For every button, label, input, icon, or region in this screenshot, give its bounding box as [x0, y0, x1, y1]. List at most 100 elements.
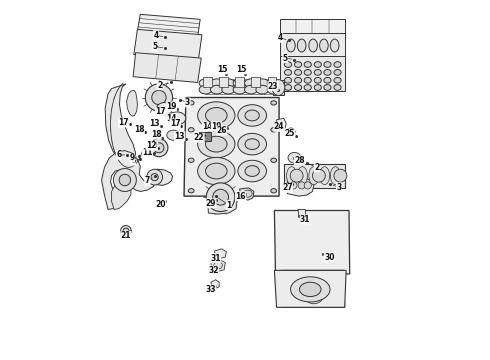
Ellipse shape: [294, 62, 302, 67]
Bar: [199, 132, 211, 140]
Ellipse shape: [304, 62, 311, 67]
Ellipse shape: [152, 90, 166, 105]
Text: 25: 25: [285, 129, 295, 138]
Text: 19: 19: [211, 122, 221, 131]
Ellipse shape: [304, 182, 311, 189]
Ellipse shape: [304, 85, 311, 90]
Text: 29: 29: [206, 199, 216, 208]
Text: 7: 7: [145, 176, 150, 185]
Bar: [235, 77, 244, 87]
Ellipse shape: [334, 69, 341, 75]
Ellipse shape: [297, 167, 307, 185]
Ellipse shape: [267, 85, 280, 94]
Polygon shape: [280, 19, 344, 35]
Ellipse shape: [121, 226, 131, 236]
Text: 14: 14: [166, 114, 177, 123]
Polygon shape: [184, 98, 279, 196]
Ellipse shape: [287, 39, 295, 52]
Ellipse shape: [113, 168, 136, 192]
Ellipse shape: [233, 85, 246, 94]
Ellipse shape: [314, 85, 321, 90]
Polygon shape: [274, 211, 350, 274]
Text: 21: 21: [121, 231, 131, 240]
Text: 18: 18: [151, 130, 161, 139]
Polygon shape: [280, 56, 345, 91]
Ellipse shape: [222, 79, 235, 87]
Bar: [219, 77, 228, 87]
Ellipse shape: [313, 169, 325, 182]
Text: 3: 3: [185, 98, 190, 107]
Ellipse shape: [285, 77, 292, 83]
Ellipse shape: [324, 62, 331, 67]
Ellipse shape: [256, 85, 269, 94]
Ellipse shape: [297, 39, 306, 52]
Ellipse shape: [285, 85, 292, 90]
Text: 31: 31: [300, 215, 311, 224]
Ellipse shape: [304, 69, 311, 75]
Ellipse shape: [156, 103, 172, 116]
Text: 20: 20: [155, 200, 166, 209]
Ellipse shape: [167, 130, 180, 140]
Ellipse shape: [287, 167, 296, 185]
Ellipse shape: [238, 134, 267, 155]
Text: 9: 9: [129, 153, 135, 162]
Ellipse shape: [309, 167, 319, 185]
Ellipse shape: [271, 189, 276, 193]
Ellipse shape: [294, 77, 302, 83]
Ellipse shape: [238, 160, 267, 182]
Ellipse shape: [294, 69, 302, 75]
Ellipse shape: [205, 163, 227, 179]
Text: 5: 5: [152, 42, 157, 51]
Text: 33: 33: [206, 285, 216, 294]
Ellipse shape: [146, 84, 172, 111]
Text: 23: 23: [268, 82, 278, 91]
Ellipse shape: [150, 139, 168, 157]
Text: 27: 27: [282, 183, 293, 192]
Ellipse shape: [314, 77, 321, 83]
Text: 4: 4: [277, 33, 283, 42]
Text: 24: 24: [274, 122, 284, 131]
Text: 5: 5: [283, 54, 288, 63]
Ellipse shape: [214, 262, 222, 269]
Ellipse shape: [245, 79, 257, 87]
Ellipse shape: [334, 85, 341, 90]
Polygon shape: [281, 270, 344, 307]
Ellipse shape: [199, 85, 212, 94]
Polygon shape: [274, 270, 346, 307]
Ellipse shape: [294, 85, 302, 90]
Text: 17: 17: [119, 118, 129, 127]
Text: 15: 15: [236, 65, 246, 74]
Polygon shape: [280, 33, 345, 58]
Text: 3: 3: [336, 183, 342, 192]
Ellipse shape: [314, 69, 321, 75]
Ellipse shape: [147, 169, 163, 185]
Ellipse shape: [324, 69, 331, 75]
Text: 2: 2: [314, 163, 319, 172]
Ellipse shape: [334, 62, 341, 67]
Ellipse shape: [285, 69, 292, 75]
Polygon shape: [134, 30, 202, 60]
Polygon shape: [284, 164, 345, 188]
Ellipse shape: [271, 158, 276, 162]
Ellipse shape: [233, 79, 246, 87]
Ellipse shape: [205, 108, 227, 123]
Ellipse shape: [319, 167, 330, 185]
Text: 17: 17: [155, 107, 166, 116]
Ellipse shape: [210, 85, 223, 94]
Polygon shape: [287, 176, 314, 196]
Ellipse shape: [197, 157, 235, 185]
Text: 14: 14: [202, 122, 213, 131]
Polygon shape: [207, 195, 237, 214]
Ellipse shape: [324, 77, 331, 83]
Ellipse shape: [244, 190, 252, 197]
Text: 22: 22: [194, 133, 204, 142]
Ellipse shape: [330, 167, 341, 185]
Ellipse shape: [245, 139, 259, 149]
Ellipse shape: [324, 85, 331, 90]
Polygon shape: [105, 84, 136, 164]
Ellipse shape: [213, 189, 228, 205]
Ellipse shape: [290, 169, 303, 182]
Text: 15: 15: [218, 65, 228, 74]
Bar: [251, 77, 260, 87]
Polygon shape: [133, 53, 201, 82]
